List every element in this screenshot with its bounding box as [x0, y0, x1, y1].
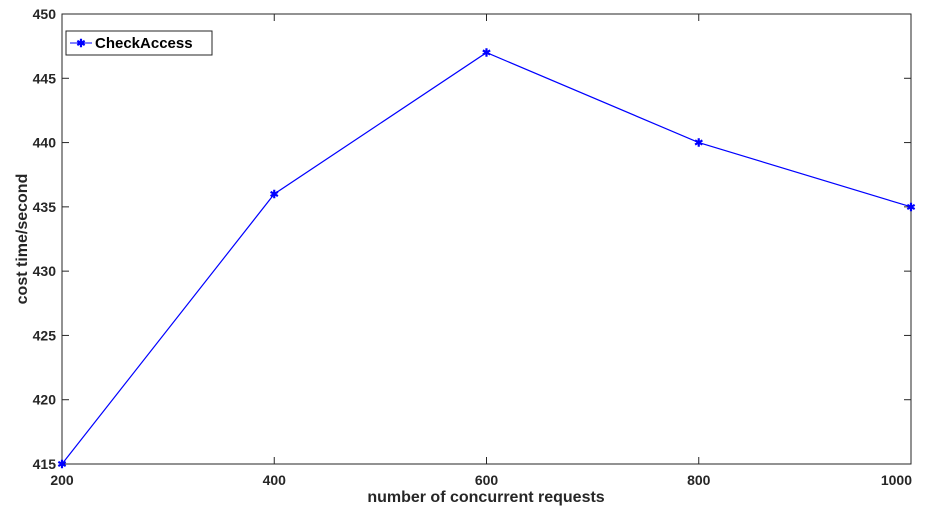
- y-tick-label: 415: [33, 456, 57, 472]
- legend-swatch-marker: ✱: [76, 38, 85, 50]
- data-point-marker: ✱: [906, 202, 915, 214]
- x-tick-label: 1000: [881, 472, 912, 488]
- y-tick-label: 435: [33, 199, 57, 215]
- x-tick-label: 400: [263, 472, 287, 488]
- series-line: [61, 51, 912, 465]
- x-tick-label: 600: [475, 472, 499, 488]
- data-point-marker: ✱: [57, 459, 66, 471]
- x-tick-label: 200: [50, 472, 74, 488]
- y-tick-label: 425: [33, 327, 57, 343]
- series-layer: ✱ ✱ ✱ ✱ ✱: [57, 48, 915, 471]
- axis-ticks: [61, 13, 912, 465]
- y-tick-label: 430: [33, 263, 57, 279]
- y-tick-labels: 415 420 425 430 435 440 445 450: [33, 6, 57, 472]
- legend-label-checkaccess: CheckAccess: [95, 35, 193, 52]
- y-tick-label: 420: [33, 392, 57, 408]
- x-tick-label: 800: [687, 472, 711, 488]
- y-tick-label: 445: [33, 70, 57, 86]
- data-point-marker: ✱: [270, 189, 279, 201]
- y-tick-label: 440: [33, 135, 57, 151]
- data-point-marker: ✱: [482, 48, 491, 60]
- plot-area: [61, 13, 912, 465]
- x-tick-labels: 200 400 600 800 1000: [50, 472, 912, 488]
- data-point-marker: ✱: [694, 138, 703, 150]
- y-axis-title: cost time/second: [14, 174, 31, 305]
- x-axis-title: number of concurrent requests: [367, 489, 604, 506]
- legend: ✱ CheckAccess: [65, 30, 213, 56]
- y-tick-label: 450: [33, 6, 57, 22]
